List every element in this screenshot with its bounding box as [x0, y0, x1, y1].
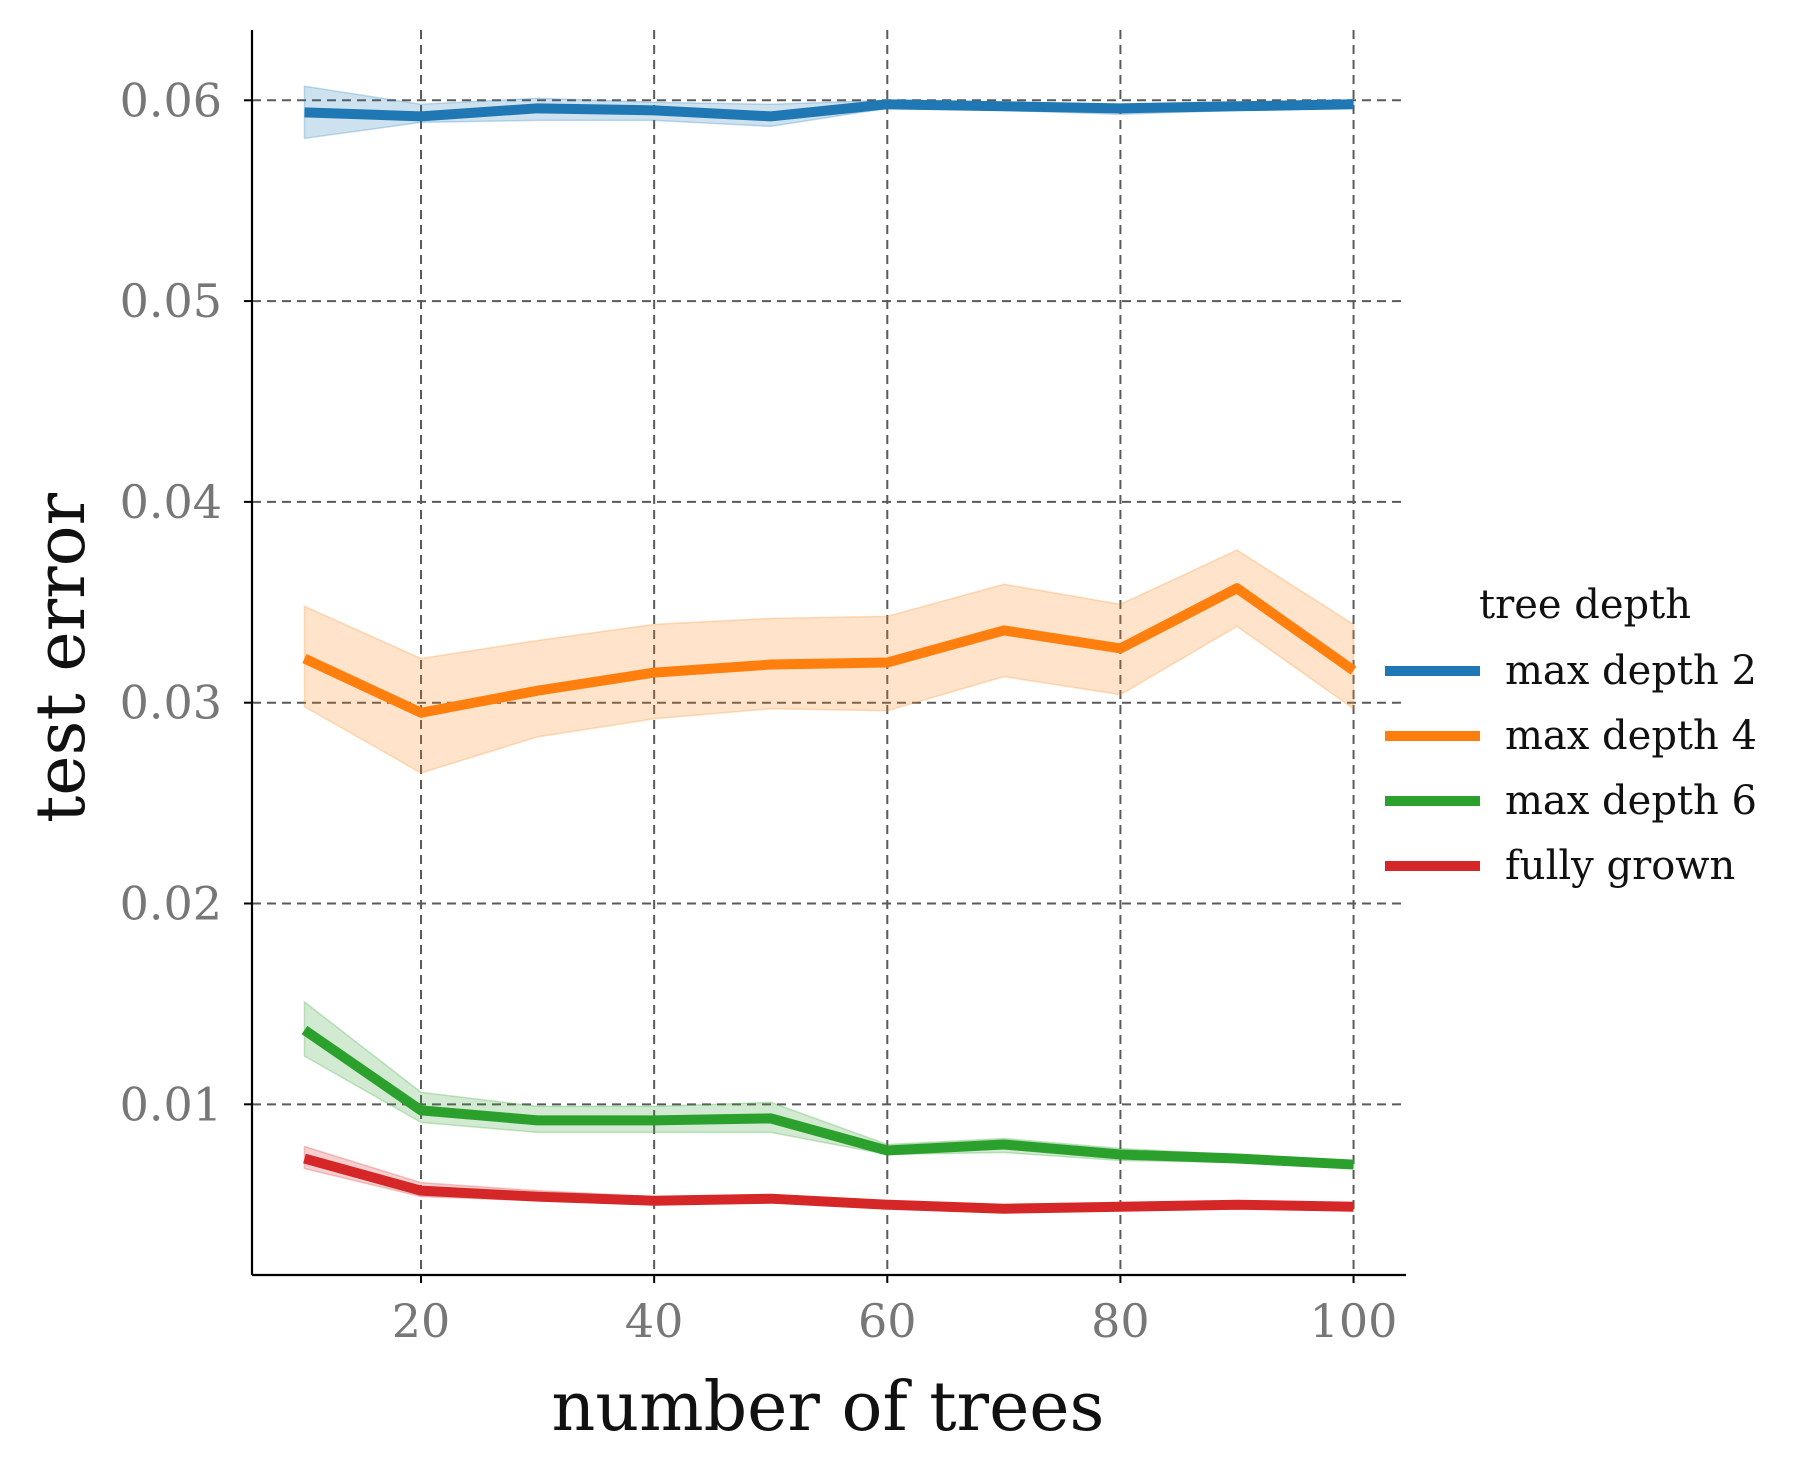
series-line-fully-grown: [303, 1153, 1354, 1214]
y-axis-title: test error: [22, 492, 101, 823]
series-line-max-depth-6: [301, 1025, 1354, 1170]
series-lines: [301, 99, 1357, 1214]
y-tick-label: 0.02: [120, 877, 222, 931]
x-tick-label: 20: [392, 1294, 451, 1348]
y-tick-label: 0.04: [120, 475, 222, 529]
legend-label-max-depth-4: max depth 4: [1505, 713, 1757, 759]
y-tick-label: 0.03: [120, 676, 222, 730]
legend-label-max-depth-6: max depth 6: [1505, 778, 1757, 824]
band-max-depth-6: [303, 1000, 1355, 1170]
confidence-bands: [303, 85, 1355, 1212]
x-tick-label: 80: [1091, 1294, 1150, 1348]
axes: [244, 30, 1406, 1283]
legend-title: tree depth: [1479, 582, 1691, 628]
x-tick-label: 60: [858, 1294, 917, 1348]
series-line-max-depth-4: [302, 583, 1357, 718]
legend-items: max depth 2 max depth 4 max depth 6 fully g…: [1385, 648, 1757, 889]
x-axis-title: number of trees: [552, 1368, 1105, 1447]
x-tick-label: 40: [625, 1294, 684, 1348]
legend-label-max-depth-2: max depth 2: [1505, 648, 1757, 694]
y-tick-label: 0.06: [120, 73, 222, 127]
series-line-max-depth-2: [304, 99, 1354, 122]
y-tick-label: 0.01: [120, 1077, 222, 1131]
y-tick-label: 0.05: [120, 274, 222, 328]
tick-labels: 20 40 60 80 100 0.01 0.02 0.03 0.04 0.05 0.06: [120, 73, 1398, 1348]
legend-label-fully-grown: fully grown: [1505, 843, 1735, 889]
x-tick-label: 100: [1310, 1294, 1398, 1348]
